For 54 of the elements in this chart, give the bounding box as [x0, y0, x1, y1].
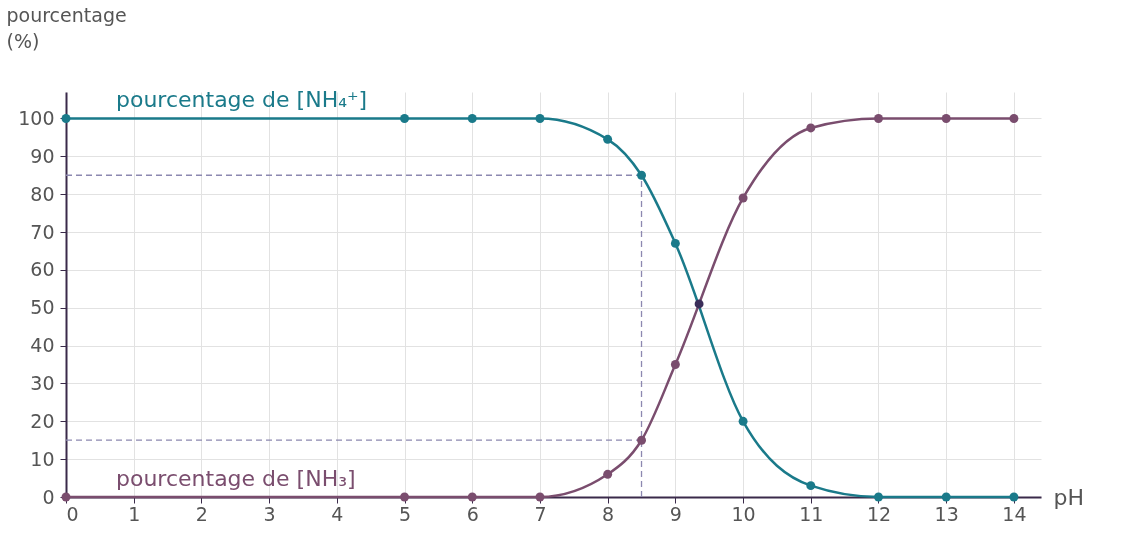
point: [61, 114, 71, 123]
x-tick-label: 12: [866, 502, 892, 525]
x-tick-label: 9: [669, 502, 682, 525]
y-tick-label: 10: [30, 447, 55, 470]
point: [467, 114, 477, 123]
y-tick-label: 100: [18, 107, 55, 129]
point: [694, 299, 704, 309]
point: [400, 114, 410, 123]
series-label: pourcentage de [NH₃]: [116, 466, 356, 491]
series-label: pourcentage de [NH₄⁺]: [116, 87, 368, 113]
point: [1009, 114, 1019, 123]
y-tick-label: 40: [30, 334, 55, 357]
y-tick-label: 20: [30, 409, 55, 432]
x-tick-label: 5: [398, 502, 412, 525]
point: [535, 492, 545, 502]
y-tick-label: 60: [30, 258, 55, 281]
point: [806, 481, 816, 491]
y-tick-label: 80: [30, 182, 55, 205]
point: [637, 170, 646, 180]
point: [637, 435, 646, 445]
point: [738, 193, 748, 203]
y-axis-title: pourcentage (%): [6, 3, 127, 52]
point: [941, 114, 951, 123]
x-axis-title: pH: [1053, 484, 1085, 510]
x-tick-label: 10: [731, 502, 756, 525]
x-tick-label: 0: [66, 502, 79, 525]
point: [400, 492, 410, 502]
point: [670, 360, 680, 369]
x-tick-label: 8: [602, 502, 615, 525]
x-tick-label: 2: [195, 502, 208, 525]
y-tick-label: 30: [30, 371, 55, 394]
point: [535, 114, 545, 123]
x-tick-label: 14: [1002, 502, 1027, 525]
x-tick-label: 11: [799, 502, 824, 525]
x-tick-label: 1: [128, 502, 141, 525]
x-tick-label: 7: [534, 502, 547, 525]
y-tick-label: 70: [30, 220, 55, 243]
y-tick-label: 90: [30, 144, 55, 167]
point: [603, 469, 613, 479]
point: [1009, 492, 1019, 502]
y-tick-label: 50: [30, 296, 55, 319]
point: [738, 416, 748, 426]
point: [603, 134, 613, 144]
x-tick-label: 13: [934, 502, 959, 525]
point: [806, 123, 816, 133]
x-tick-label: 4: [331, 502, 344, 525]
x-tick-label: 3: [263, 502, 276, 525]
point: [670, 238, 680, 248]
point: [467, 492, 477, 502]
x-tick-label: 6: [466, 502, 479, 525]
point: [874, 114, 883, 123]
point: [874, 492, 883, 502]
y-tick-label: 0: [42, 485, 55, 508]
point: [941, 492, 951, 502]
